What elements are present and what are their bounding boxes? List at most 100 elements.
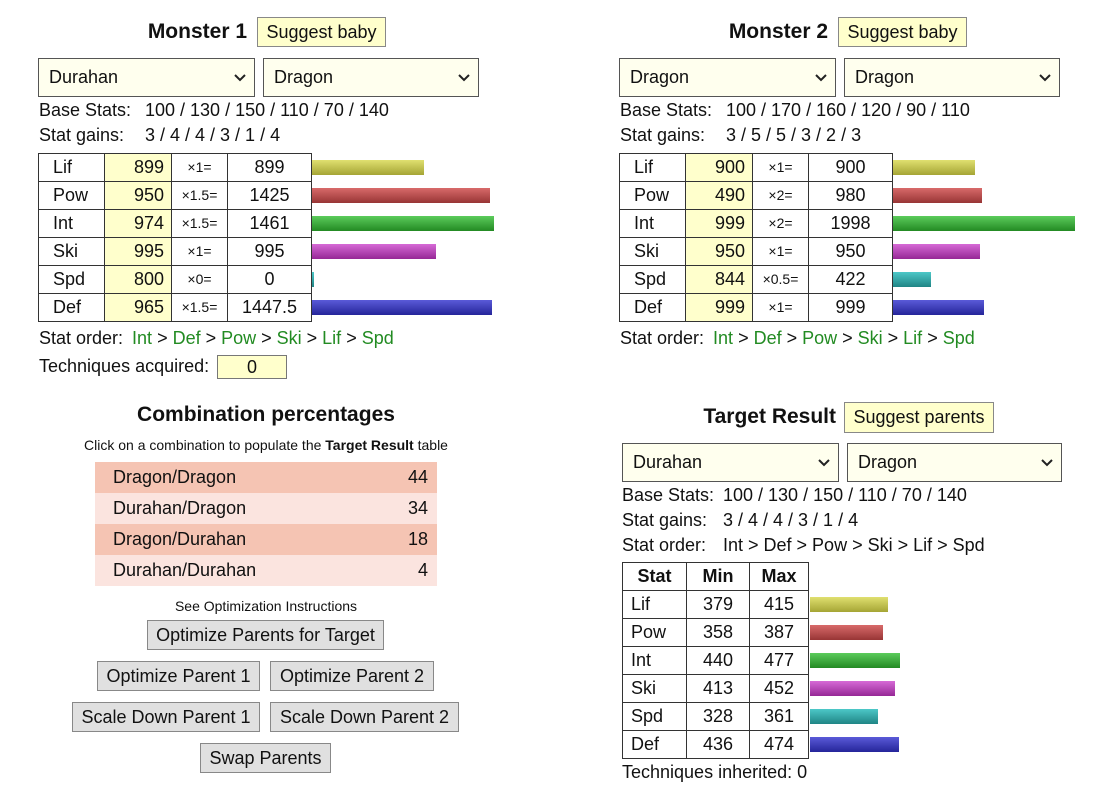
stat-name: Def — [622, 730, 687, 759]
stat-value: 844 — [685, 265, 753, 294]
instruction-text: Click on a combination to populate the — [84, 437, 326, 453]
stat-gains: 3 / 4 / 4 / 3 / 1 / 4 — [145, 125, 281, 145]
stat-name: Pow — [622, 618, 687, 647]
table-header: Min — [686, 562, 750, 591]
combination-name: Durahan/Dragon — [113, 498, 247, 518]
suggest-button[interactable]: Suggest parents — [844, 402, 994, 433]
stat-bar — [810, 737, 900, 752]
stat-name: Int — [38, 209, 105, 238]
stat-bar — [893, 216, 1075, 231]
stat-bar — [810, 709, 879, 724]
stat-bar — [893, 272, 932, 287]
stat-name: Spd — [619, 265, 686, 294]
dropdown-arrow — [234, 73, 246, 81]
stat-name: Spd — [38, 265, 105, 294]
stat-order-item: Lif — [903, 328, 923, 348]
separator: > — [927, 328, 938, 348]
multiplier: ×1= — [752, 293, 809, 322]
stat-order-item: Int — [132, 328, 153, 348]
stat-max: 361 — [749, 702, 809, 731]
dropdown[interactable]: Dragon — [844, 58, 1060, 97]
stat-order: Stat order: Int > Def > Pow > Ski > Lif > Spd — [620, 327, 975, 349]
stat-min: 379 — [686, 590, 750, 619]
stat-max: 474 — [749, 730, 809, 759]
techniques-inherited: Techniques inherited: 0 — [622, 762, 808, 782]
action-button[interactable]: Scale Down Parent 2 — [270, 702, 459, 732]
suggest-button[interactable]: Suggest baby — [838, 17, 967, 47]
stat-order-item: Def — [172, 328, 201, 348]
stat-max: 477 — [749, 646, 809, 675]
stat-gains: 3 / 5 / 5 / 3 / 2 / 3 — [726, 125, 862, 145]
dropdown[interactable]: Durahan — [622, 443, 839, 482]
stat-bar — [810, 681, 896, 696]
stat-order-item: Int — [713, 328, 734, 348]
action-button[interactable]: Optimize Parent 1 — [97, 661, 260, 691]
stat-bar — [893, 160, 975, 175]
dropdown-arrow — [1039, 73, 1051, 81]
heading: Monster 1 — [147, 20, 247, 43]
dropdown[interactable]: Dragon — [619, 58, 836, 97]
action-button[interactable]: Scale Down Parent 1 — [72, 702, 260, 732]
stat-name: Lif — [619, 153, 686, 182]
stat-name: Pow — [619, 181, 686, 210]
stat-order-item: Spd — [942, 328, 975, 348]
combination-row[interactable]: Dragon/Durahan 18 — [95, 524, 437, 555]
combination-row[interactable]: Durahan/Dragon 34 — [95, 493, 437, 524]
stat-name: Ski — [622, 674, 687, 703]
stat-name: Spd — [622, 702, 687, 731]
stat-gains: 3 / 4 / 4 / 3 / 1 / 4 — [723, 510, 859, 530]
stat-result: 900 — [808, 153, 893, 182]
stat-result: 1461 — [227, 209, 312, 238]
stat-name: Lif — [622, 590, 687, 619]
techniques-input[interactable]: 0 — [217, 355, 287, 379]
dropdown[interactable]: Dragon — [263, 58, 479, 97]
stat-order-item: Def — [753, 328, 782, 348]
dropdown[interactable]: Durahan — [38, 58, 255, 97]
stat-max: 387 — [749, 618, 809, 647]
instruction-text: table — [413, 437, 448, 453]
action-button[interactable]: Optimize Parents for Target — [147, 620, 384, 650]
stat-order-label: Stat order: — [39, 328, 124, 348]
multiplier: ×1.5= — [171, 209, 228, 238]
stat-result: 999 — [808, 293, 893, 322]
stat-order: Stat order: Int > Def > Pow > Ski > Lif > Spd — [39, 327, 394, 349]
dropdown[interactable]: Dragon — [847, 443, 1062, 482]
separator: > — [306, 328, 318, 348]
multiplier: ×1.5= — [171, 293, 228, 322]
base-stats: 100 / 170 / 160 / 120 / 90 / 110 — [726, 100, 970, 120]
stat-min: 328 — [686, 702, 750, 731]
stat-value: 900 — [685, 153, 753, 182]
action-button[interactable]: Swap Parents — [200, 743, 331, 773]
stat-bar — [893, 244, 980, 259]
multiplier: ×1.5= — [171, 181, 228, 210]
dropdown-arrow — [818, 458, 830, 466]
stat-result: 1447.5 — [227, 293, 312, 322]
base-stats: 100 / 130 / 150 / 110 / 70 / 140 — [723, 485, 967, 505]
stat-order-item: Ski — [276, 328, 302, 348]
stat-value: 490 — [685, 181, 753, 210]
suggest-button[interactable]: Suggest baby — [257, 17, 386, 47]
stat-bar — [312, 300, 493, 315]
separator: > — [261, 328, 272, 348]
separator: > — [842, 328, 853, 348]
stat-order-label: Stat order: — [622, 535, 707, 555]
stat-value: 800 — [104, 265, 172, 294]
techniques-label: Techniques acquired: — [39, 356, 210, 376]
combination-name: Durahan/Durahan — [113, 560, 257, 580]
stat-name: Def — [619, 293, 686, 322]
stat-bar — [312, 216, 494, 231]
combination-percent: 34 — [407, 498, 428, 518]
stat-result: 899 — [227, 153, 312, 182]
stat-order-item: Lif — [322, 328, 342, 348]
multiplier: ×2= — [752, 209, 809, 238]
stat-name: Ski — [38, 237, 105, 266]
multiplier: ×1= — [171, 153, 228, 182]
stat-max: 452 — [749, 674, 809, 703]
stat-result: 1998 — [808, 209, 893, 238]
stat-result: 950 — [808, 237, 893, 266]
action-button[interactable]: Optimize Parent 2 — [270, 661, 434, 691]
combination-row[interactable]: Durahan/Durahan 4 — [95, 555, 437, 586]
base-stats-label: Base Stats: — [620, 100, 713, 120]
combination-row[interactable]: Dragon/Dragon 44 — [95, 462, 437, 493]
